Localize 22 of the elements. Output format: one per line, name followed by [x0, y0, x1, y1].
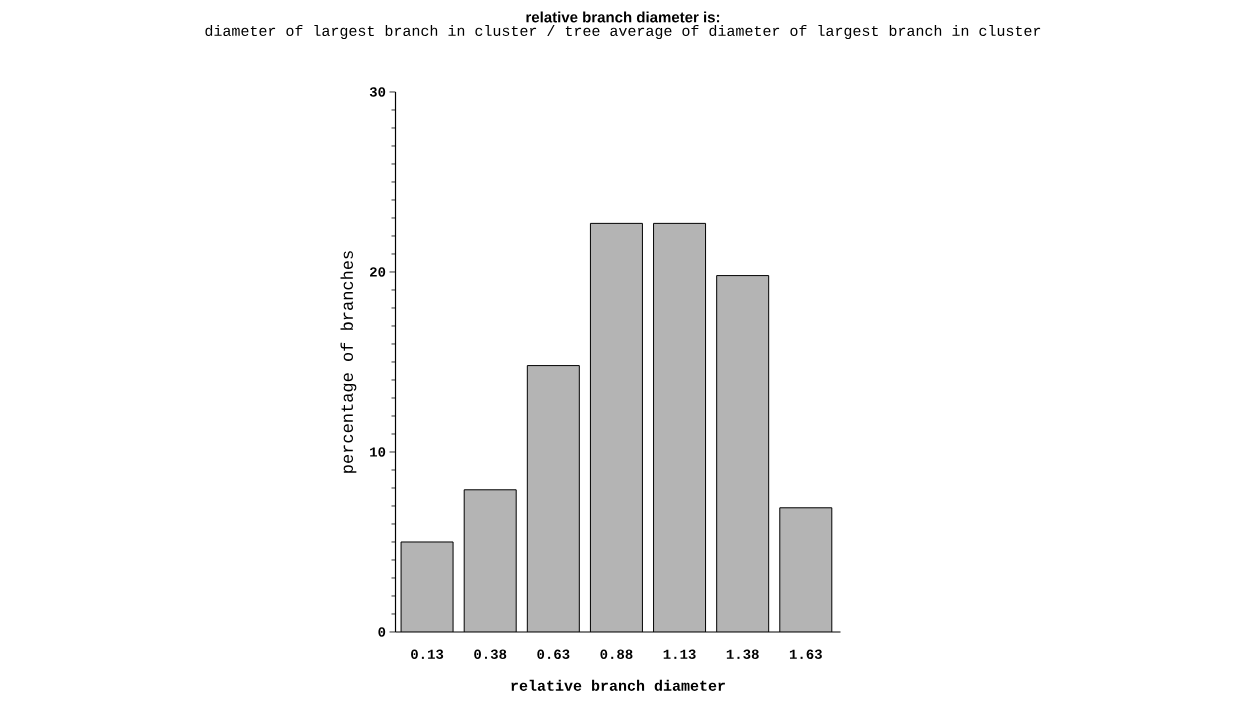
x-tick-label: 1.63	[789, 649, 822, 660]
y-tick-label: 20	[370, 267, 386, 277]
bar	[716, 275, 769, 632]
y-tick-label: 0	[378, 627, 386, 637]
chart-title: relative branch diameter is:	[526, 11, 720, 23]
bar	[590, 223, 643, 632]
bar	[527, 365, 580, 632]
bar	[779, 507, 833, 632]
y-tick-label: 10	[370, 447, 386, 457]
bar	[464, 489, 517, 632]
x-tick-label: 0.38	[474, 649, 507, 660]
x-axis-title: relative branch diameter	[511, 679, 725, 691]
x-tick-label: 0.13	[411, 649, 444, 660]
chart-subtitle: diameter of largest branch in cluster / tree average of diameter of largest branch in cluster	[205, 25, 1041, 39]
y-tick-label: 30	[369, 87, 386, 97]
x-tick-label: 1.13	[663, 649, 696, 660]
y-axis-title: percentage of branches	[340, 251, 357, 473]
x-tick-label: 1.38	[726, 649, 759, 660]
x-tick-label: 0.63	[537, 649, 570, 660]
bar	[653, 223, 706, 632]
x-tick-label: 0.88	[600, 649, 633, 660]
bar	[401, 541, 454, 632]
